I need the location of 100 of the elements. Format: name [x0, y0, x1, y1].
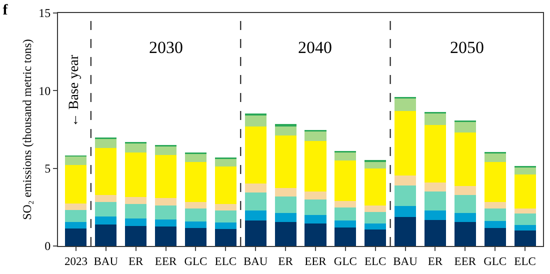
- bar: [214, 210, 236, 223]
- y-tick-label: 15: [38, 6, 51, 20]
- bar: [244, 116, 266, 126]
- bar: [334, 228, 356, 246]
- bar: [304, 199, 326, 216]
- bar: [125, 197, 147, 204]
- bar: [125, 226, 147, 246]
- bar: [125, 204, 147, 219]
- bar: [244, 183, 266, 193]
- bar: [304, 132, 326, 142]
- bar: [454, 194, 476, 213]
- bar: [484, 162, 506, 202]
- bar: [334, 152, 356, 160]
- x-tick-label: EER: [454, 256, 476, 268]
- bar: [184, 202, 206, 209]
- bar: [514, 174, 536, 208]
- x-tick-label: ER: [278, 256, 294, 268]
- bar: [364, 223, 386, 230]
- x-tick-label: ELC: [214, 256, 237, 268]
- bar: [334, 160, 356, 201]
- bar: [95, 216, 117, 224]
- x-tick-label: BAU: [393, 256, 418, 268]
- annotation: 2050: [450, 38, 484, 57]
- bar: [65, 203, 87, 210]
- bar: [514, 224, 536, 231]
- x-tick-label: GLC: [334, 256, 358, 268]
- bar: [424, 114, 446, 126]
- bar: [424, 191, 446, 210]
- x-tick-label: BAU: [94, 256, 119, 268]
- bar: [454, 222, 476, 246]
- bar: [424, 125, 446, 182]
- bar: [334, 220, 356, 228]
- bar: [394, 175, 416, 186]
- bar: [364, 168, 386, 206]
- x-tick-label: ELC: [364, 256, 387, 268]
- bar: [364, 162, 386, 169]
- x-tick-label: EER: [304, 256, 327, 268]
- x-tick-label: GLC: [484, 256, 507, 268]
- bar: [394, 98, 416, 112]
- bar: [514, 167, 536, 174]
- y-axis-title: SO₂ emissions (thousand metric tons): [20, 39, 34, 220]
- y-tick-label: 5: [44, 162, 51, 176]
- bar: [244, 210, 266, 220]
- bar: [304, 215, 326, 224]
- bar: [364, 212, 386, 224]
- bar: [394, 186, 416, 206]
- bar: [514, 208, 536, 214]
- bar: [424, 182, 446, 192]
- x-tick-label: EER: [154, 256, 177, 268]
- bar: [484, 202, 506, 208]
- bar: [184, 228, 206, 246]
- bar: [514, 230, 536, 246]
- bar: [484, 221, 506, 228]
- bar: [155, 198, 177, 206]
- annotation: 2040: [298, 38, 332, 57]
- x-tick-label: ER: [128, 256, 144, 268]
- bar: [454, 122, 476, 133]
- bar: [514, 214, 536, 225]
- bar: [65, 228, 87, 246]
- bar: [155, 205, 177, 220]
- annotation: ← Base year: [66, 54, 82, 128]
- x-tick-label: 2023: [64, 256, 88, 268]
- y-tick-label: 0: [44, 239, 51, 254]
- bar: [155, 219, 177, 226]
- bar: [244, 192, 266, 211]
- bar: [244, 126, 266, 184]
- bar: [184, 154, 206, 162]
- bar: [65, 210, 87, 222]
- bar: [155, 226, 177, 246]
- bar: [95, 148, 117, 195]
- bar: [184, 162, 206, 202]
- bar: [274, 136, 296, 188]
- bar: [244, 220, 266, 246]
- bar: [304, 191, 326, 200]
- bar: [184, 221, 206, 228]
- bar: [95, 138, 117, 148]
- y-tick-label: 10: [38, 84, 51, 98]
- bar: [334, 207, 356, 221]
- bar: [184, 208, 206, 222]
- bar: [364, 205, 386, 212]
- bar: [214, 159, 236, 166]
- bar: [454, 132, 476, 186]
- bar: [304, 141, 326, 192]
- bar: [214, 204, 236, 211]
- bar: [95, 194, 117, 202]
- x-tick-label: GLC: [184, 256, 208, 268]
- bar: [364, 229, 386, 246]
- bar: [484, 208, 506, 222]
- bar: [155, 154, 177, 198]
- bar: [334, 200, 356, 208]
- bar: [394, 216, 416, 246]
- bar: [394, 206, 416, 217]
- bar: [484, 154, 506, 162]
- bar: [274, 188, 296, 196]
- bar: [155, 146, 177, 155]
- bar: [65, 156, 87, 166]
- bar: [394, 111, 416, 176]
- bar: [274, 196, 296, 214]
- chart-title: f: [2, 2, 9, 19]
- bar: [424, 210, 446, 220]
